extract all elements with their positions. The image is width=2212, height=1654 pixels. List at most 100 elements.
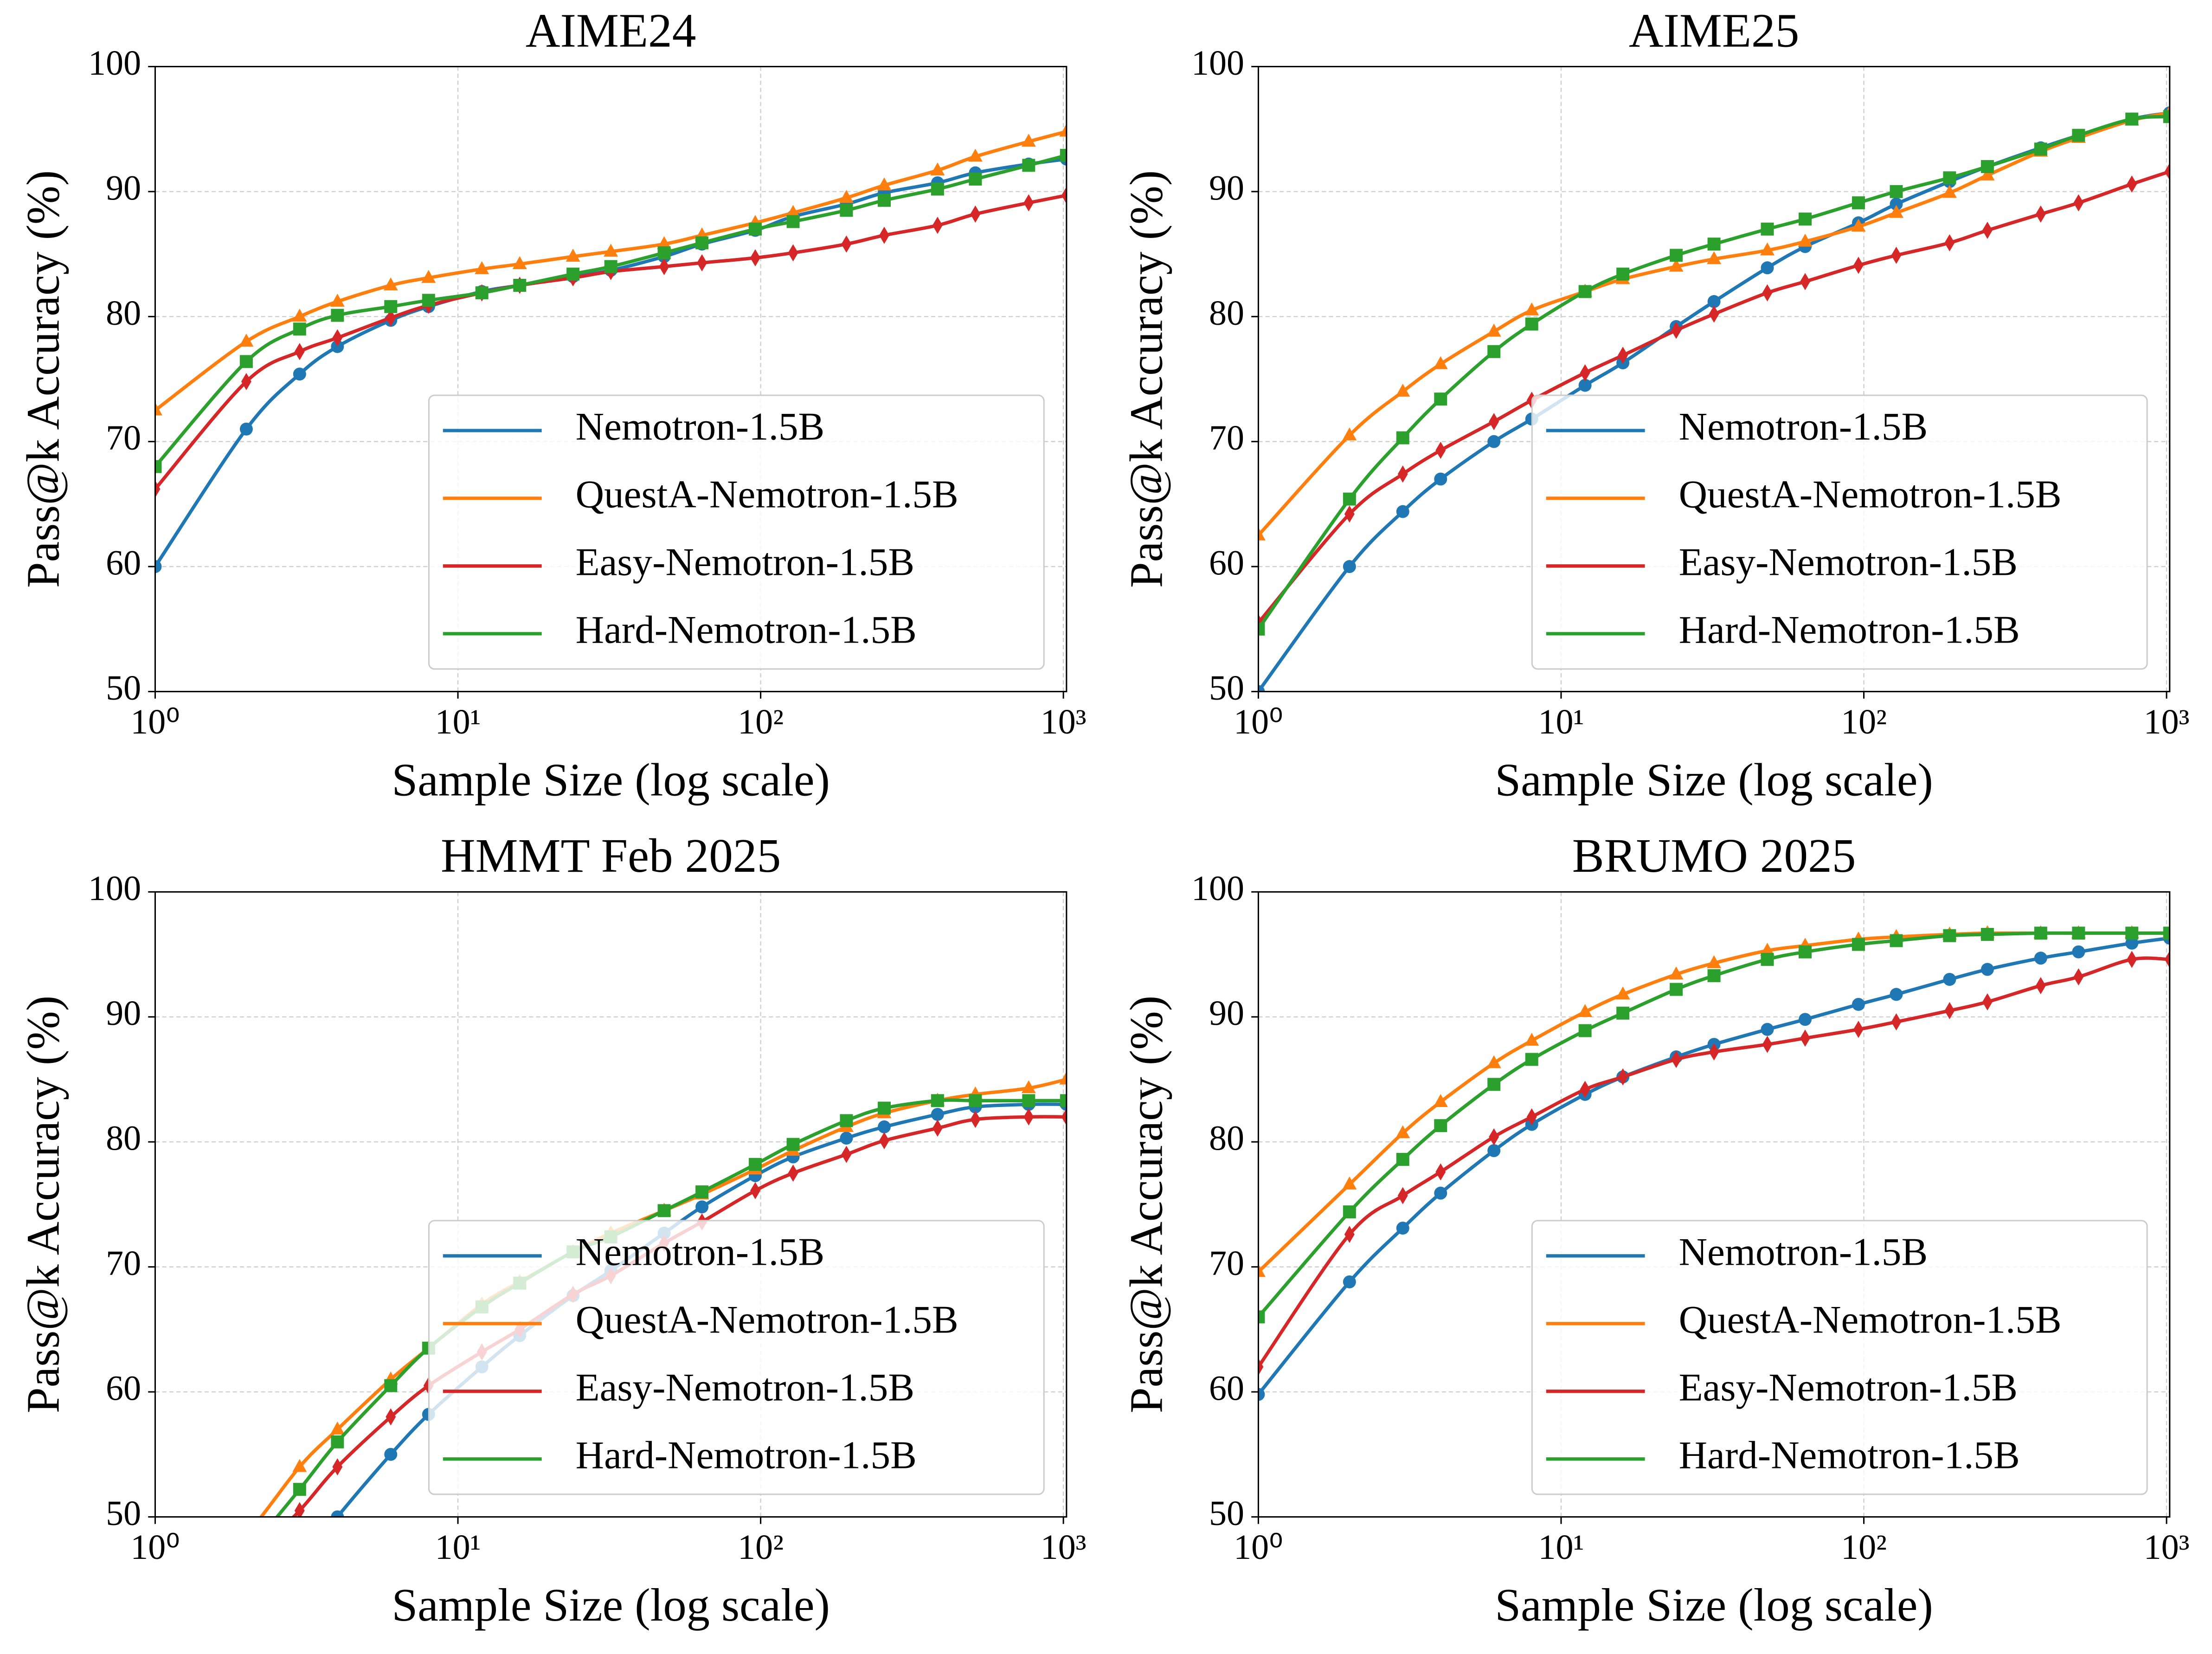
y-tick-label: 50 bbox=[1209, 669, 1244, 708]
marker bbox=[1760, 942, 1775, 956]
marker bbox=[1707, 969, 1721, 982]
marker bbox=[1760, 242, 1775, 256]
marker bbox=[148, 1634, 162, 1647]
marker bbox=[657, 246, 671, 259]
marker bbox=[292, 1459, 307, 1472]
marker bbox=[1343, 1205, 1356, 1219]
marker bbox=[1060, 1094, 1067, 1107]
marker bbox=[1487, 1144, 1501, 1158]
marker bbox=[2125, 936, 2139, 950]
marker bbox=[1061, 1108, 1067, 1126]
marker bbox=[877, 1101, 891, 1115]
marker bbox=[1981, 160, 1994, 174]
marker bbox=[331, 309, 344, 322]
marker bbox=[969, 172, 982, 186]
x-tick-label: 10⁰ bbox=[130, 1528, 180, 1567]
y-axis-label: Pass@k Accuracy (%) bbox=[17, 170, 69, 588]
marker bbox=[2164, 951, 2170, 968]
marker bbox=[421, 270, 436, 283]
marker bbox=[879, 226, 889, 244]
marker bbox=[1258, 1310, 1265, 1324]
marker bbox=[1023, 194, 1034, 212]
marker bbox=[155, 560, 162, 573]
marker bbox=[1578, 1004, 1593, 1017]
marker bbox=[1022, 159, 1035, 172]
marker bbox=[386, 1408, 396, 1426]
y-tick-label: 80 bbox=[1209, 1119, 1244, 1158]
marker bbox=[1851, 219, 1866, 232]
marker bbox=[1396, 431, 1409, 444]
marker bbox=[475, 261, 489, 274]
y-tick-label: 60 bbox=[1209, 1369, 1244, 1408]
marker bbox=[1487, 1078, 1501, 1091]
x-tick-label: 10¹ bbox=[435, 702, 481, 741]
legend-label: Nemotron-1.5B bbox=[1679, 1230, 1928, 1274]
marker bbox=[330, 1421, 345, 1435]
marker bbox=[2034, 142, 2047, 156]
marker bbox=[1853, 1021, 1864, 1038]
marker bbox=[931, 1107, 944, 1121]
marker bbox=[1800, 1030, 1810, 1047]
marker bbox=[1434, 393, 1447, 406]
y-tick-label: 80 bbox=[106, 1119, 141, 1158]
legend-label: QuestA-Nemotron-1.5B bbox=[576, 473, 958, 516]
marker bbox=[2163, 110, 2170, 123]
axes-frame bbox=[154, 891, 1067, 1518]
x-tick-label: 10⁰ bbox=[1234, 702, 1283, 741]
x-tick-label: 10² bbox=[1841, 1528, 1887, 1567]
marker bbox=[1524, 1032, 1539, 1046]
marker bbox=[2127, 951, 2137, 968]
marker bbox=[331, 1435, 344, 1448]
marker bbox=[786, 215, 800, 228]
marker bbox=[330, 293, 345, 307]
marker bbox=[1615, 986, 1630, 1000]
y-axis-label: Pass@k Accuracy (%) bbox=[1120, 170, 1172, 588]
marker bbox=[384, 1448, 398, 1461]
legend-label: Hard-Nemotron-1.5B bbox=[576, 608, 917, 651]
marker bbox=[839, 190, 854, 203]
marker bbox=[1761, 952, 1774, 966]
series-line bbox=[155, 130, 1067, 412]
marker bbox=[2072, 927, 2085, 940]
marker bbox=[1022, 1094, 1035, 1107]
marker bbox=[749, 222, 762, 236]
marker bbox=[1707, 238, 1721, 251]
marker bbox=[513, 278, 527, 292]
marker bbox=[931, 1094, 944, 1107]
marker bbox=[1944, 1002, 1955, 1019]
marker bbox=[657, 236, 672, 250]
y-tick-label: 70 bbox=[1209, 418, 1244, 457]
marker bbox=[1889, 205, 1903, 218]
marker bbox=[1344, 1226, 1355, 1243]
marker bbox=[931, 182, 944, 196]
marker bbox=[386, 309, 396, 327]
marker bbox=[841, 1146, 852, 1163]
marker bbox=[969, 1094, 982, 1107]
marker bbox=[1524, 302, 1539, 315]
marker bbox=[877, 193, 891, 207]
marker bbox=[1021, 1080, 1036, 1094]
marker bbox=[239, 1528, 253, 1541]
legend-box bbox=[1531, 1220, 2148, 1495]
x-tick-label: 10² bbox=[1841, 702, 1887, 741]
plot-area bbox=[155, 123, 1067, 573]
plot-area bbox=[1258, 925, 2170, 1401]
marker bbox=[1433, 1094, 1448, 1107]
marker bbox=[1258, 685, 1265, 692]
y-tick-label: 100 bbox=[88, 869, 141, 908]
marker bbox=[1435, 442, 1446, 459]
x-tick-label: 10² bbox=[738, 1528, 784, 1567]
y-tick-label: 50 bbox=[106, 669, 141, 708]
axes-frame bbox=[154, 65, 1067, 693]
legend-label: Easy-Nemotron-1.5B bbox=[576, 540, 915, 584]
marker bbox=[566, 267, 580, 281]
marker bbox=[239, 422, 253, 436]
chart-title: HMMT Feb 2025 bbox=[441, 830, 781, 882]
marker bbox=[2125, 112, 2139, 126]
marker bbox=[2073, 968, 2084, 986]
marker bbox=[1707, 251, 1722, 264]
marker bbox=[659, 258, 669, 276]
legend-label: Nemotron-1.5B bbox=[576, 405, 825, 449]
marker bbox=[1343, 1275, 1356, 1288]
